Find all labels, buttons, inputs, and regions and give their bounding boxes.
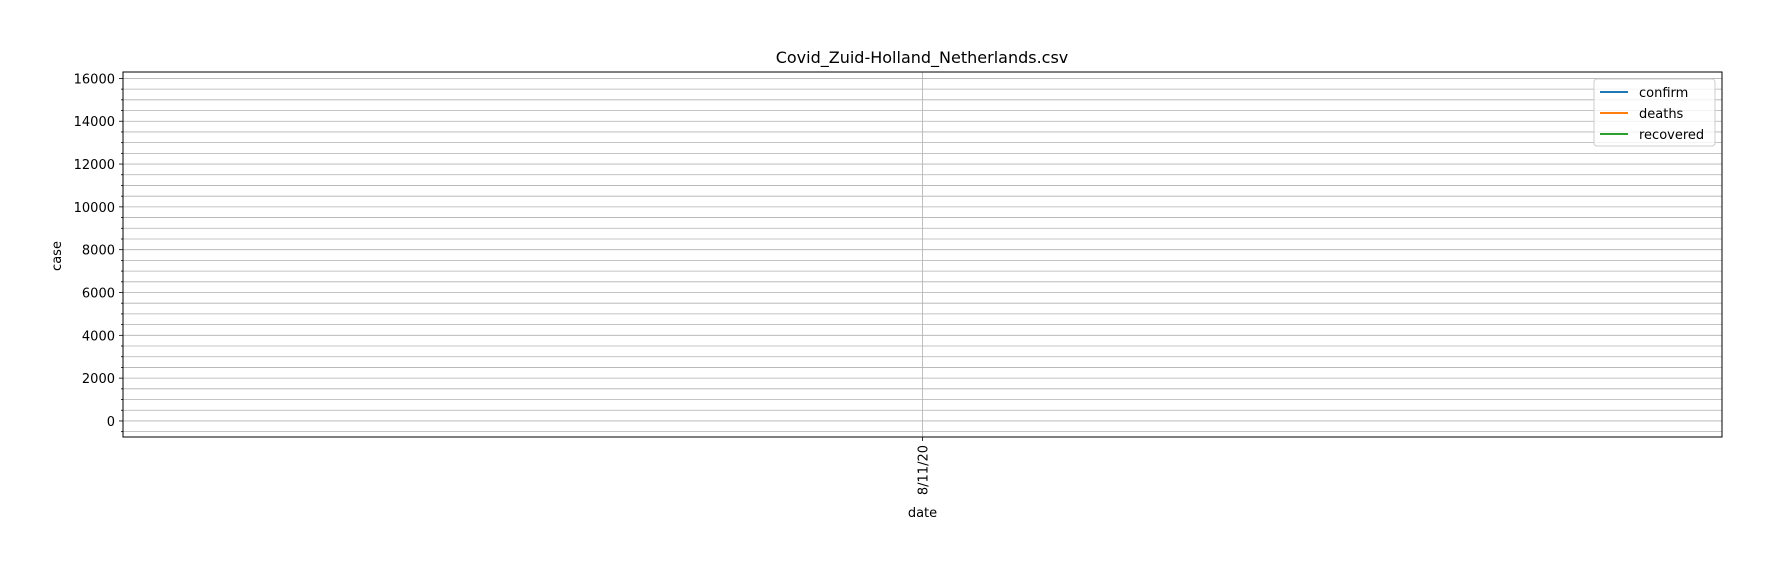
y-tick-label: 4000 bbox=[82, 329, 115, 344]
y-tick-label: 2000 bbox=[82, 372, 115, 387]
chart-title: Covid_Zuid-Holland_Netherlands.csv bbox=[776, 48, 1069, 68]
x-axis: 8/11/20 bbox=[917, 437, 932, 495]
y-tick-label: 0 bbox=[107, 415, 115, 430]
y-axis-label: case bbox=[50, 241, 65, 271]
legend: confirm deaths recovered bbox=[1593, 78, 1716, 147]
x-tick-label: 8/11/20 bbox=[917, 445, 932, 495]
y-axis: 0 2000 4000 6000 8000 10000 12000 14000 16000 bbox=[74, 72, 123, 433]
grid bbox=[123, 72, 1722, 437]
y-tick-label: 16000 bbox=[74, 72, 115, 87]
legend-label: confirm bbox=[1639, 86, 1688, 101]
legend-box bbox=[1593, 78, 1716, 147]
y-tick-label: 10000 bbox=[74, 201, 115, 216]
y-tick-label: 14000 bbox=[74, 115, 115, 130]
y-tick-label: 6000 bbox=[82, 286, 115, 301]
x-axis-label: date bbox=[908, 506, 937, 521]
legend-label: recovered bbox=[1639, 128, 1704, 143]
legend-label: deaths bbox=[1639, 107, 1684, 122]
y-tick-label: 12000 bbox=[74, 158, 115, 173]
y-tick-label: 8000 bbox=[82, 244, 115, 259]
